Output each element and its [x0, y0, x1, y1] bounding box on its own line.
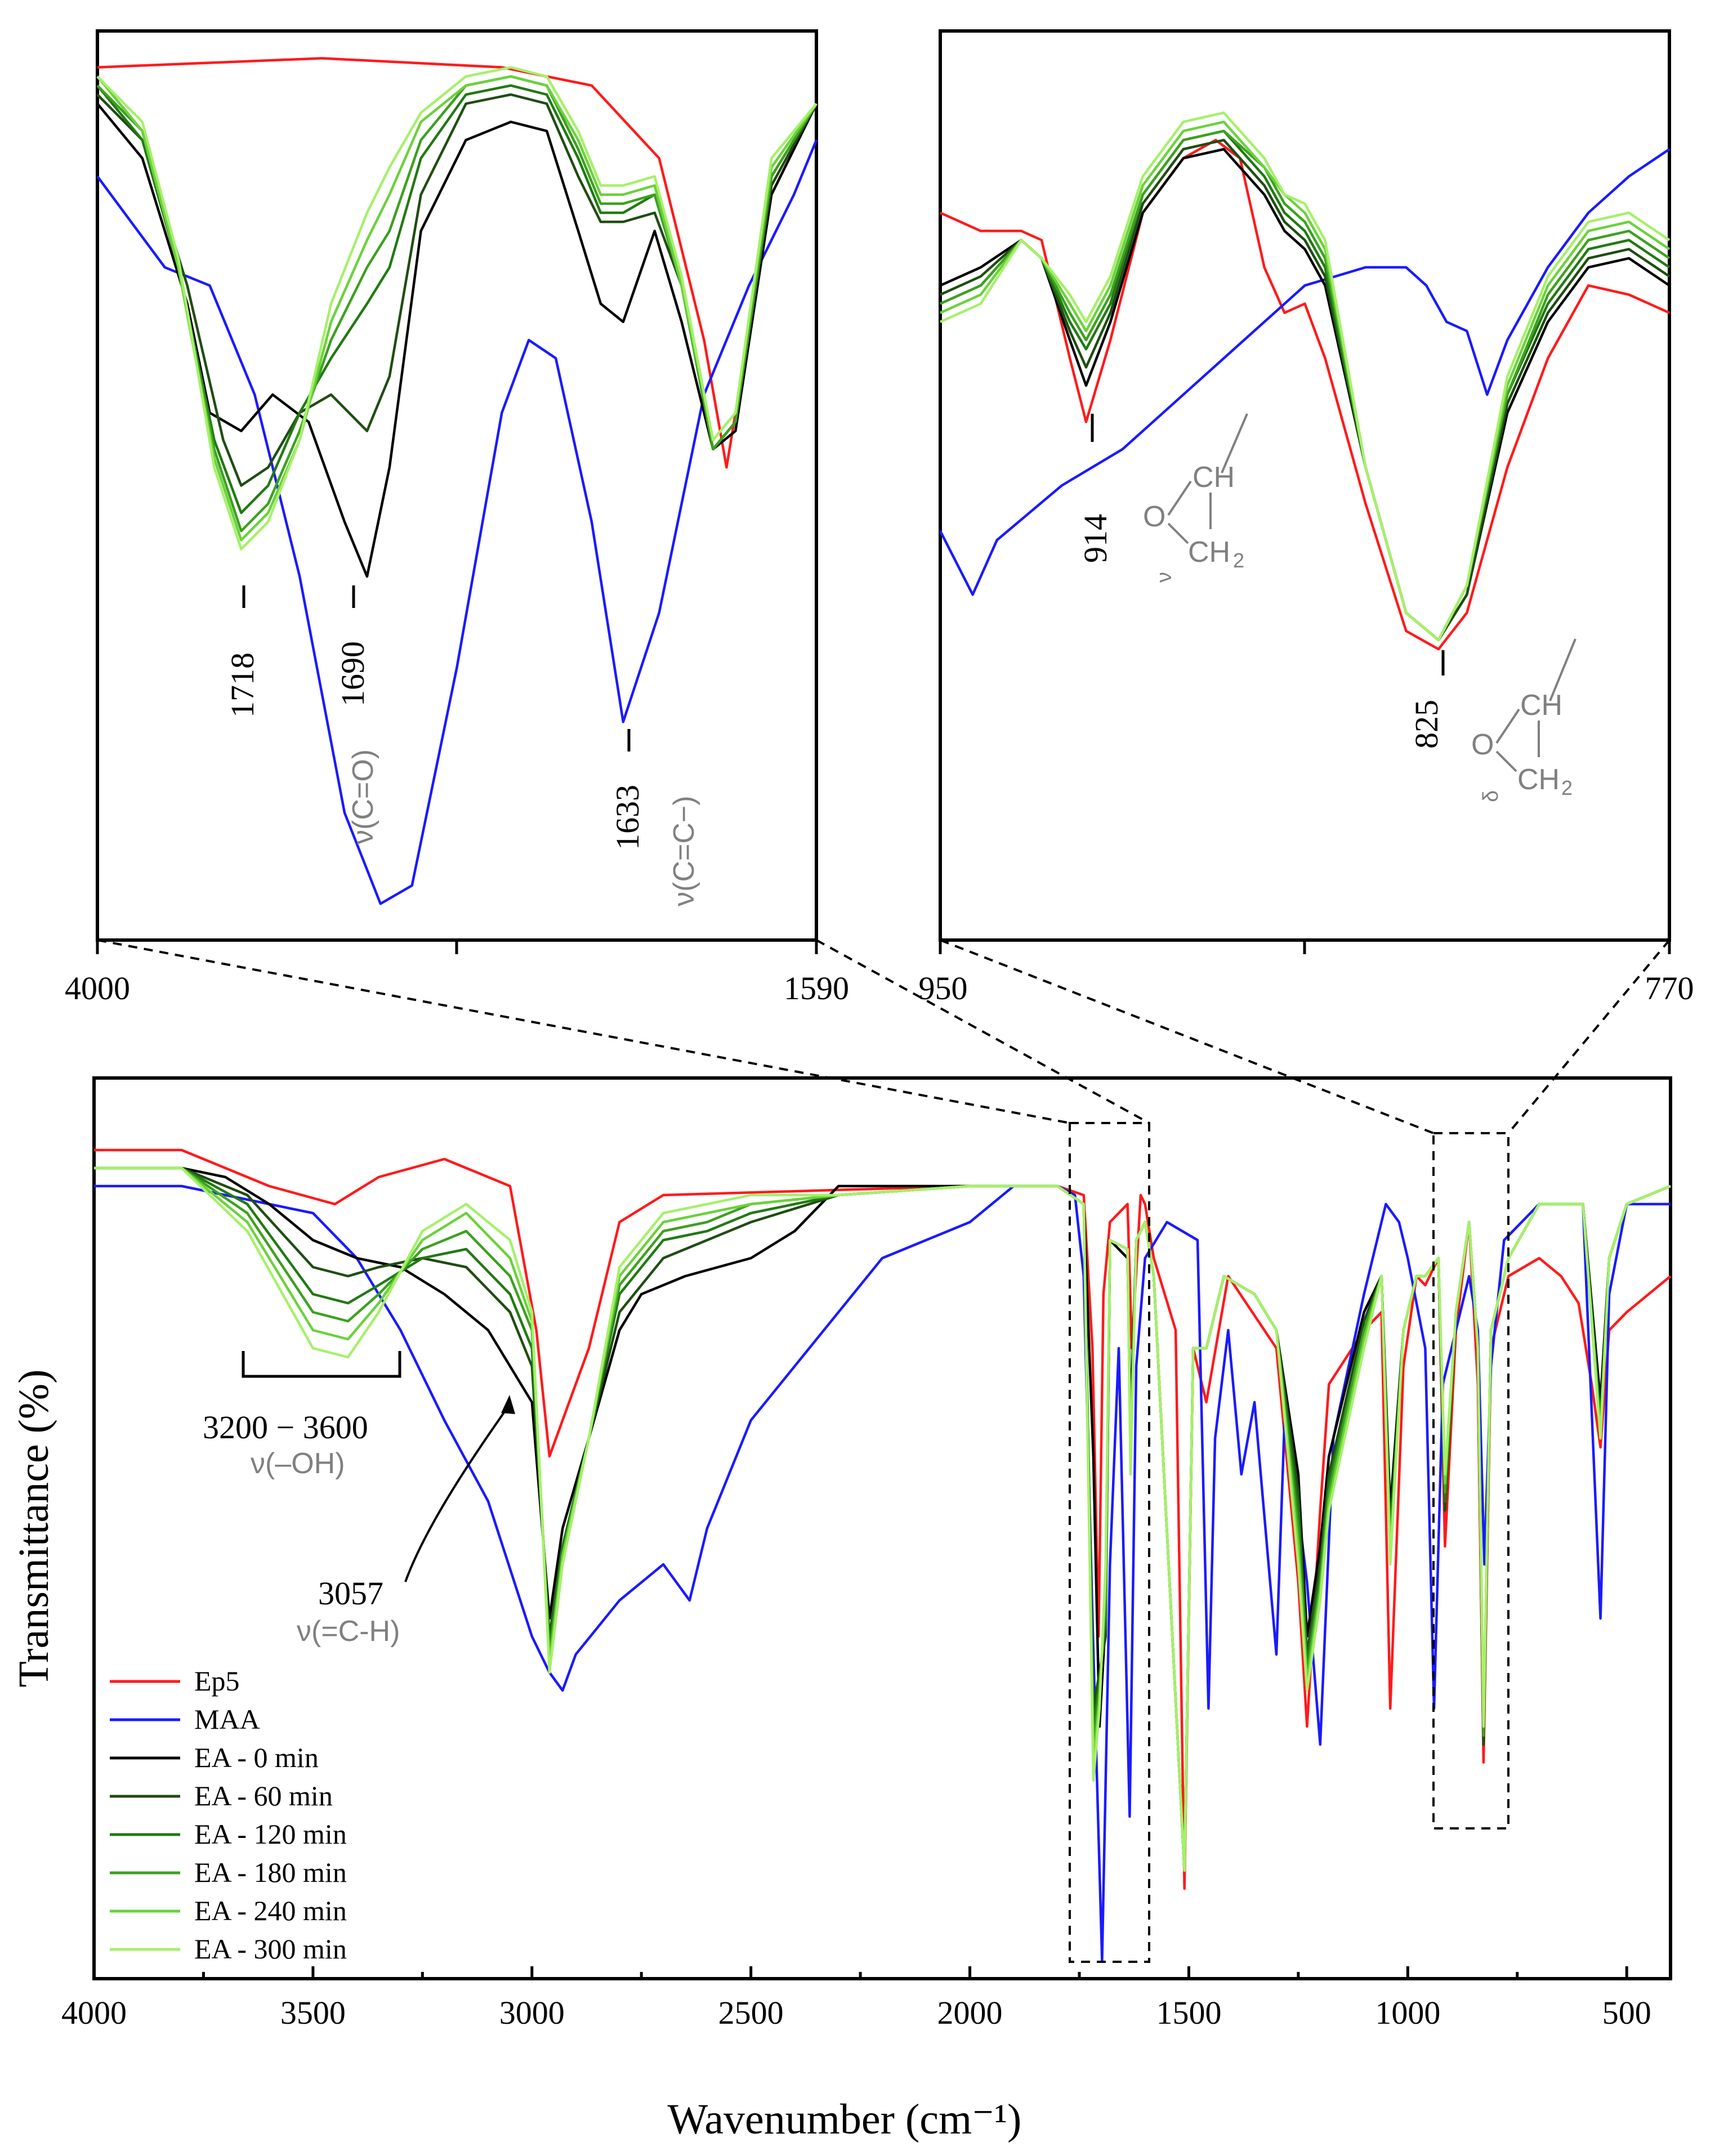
- zoom-connector: [940, 939, 1434, 1134]
- inset-left-series-ea-0-min: [96, 102, 818, 578]
- main-x-axis: 4000 3500 3000 2500 2000 1500 1000 500: [61, 1966, 1651, 2031]
- peak-3057-arrowhead: [501, 1395, 515, 1414]
- main-x-tick-label: 2500: [718, 1994, 784, 2031]
- peak-label-1633: 1633: [609, 785, 646, 850]
- inset-right-xtick-label: 950: [919, 970, 968, 1007]
- struct-bonds: [1495, 638, 1576, 772]
- inset-left-frame: [96, 29, 818, 942]
- inset-right: 950 770 914 825 O CH CH 2 ν O CH CH 2 δ: [919, 29, 1694, 1007]
- legend-label: EA - 60 min: [194, 1780, 333, 1811]
- zoom-box-carbonyl: [1069, 1122, 1150, 1963]
- struct-ch2: CH: [1517, 763, 1560, 796]
- peak-3057-arrow: [404, 1403, 511, 1582]
- inset-left-xtick-label: 1590: [784, 970, 849, 1007]
- struct-ch: CH: [1193, 461, 1235, 494]
- inset-right-series-ea-0-min: [940, 147, 1671, 642]
- inset-right-plot: [939, 111, 1671, 651]
- struct-sub: 2: [1561, 776, 1573, 799]
- zoom-connector: [816, 939, 1150, 1124]
- peak-label-1718: 1718: [224, 652, 261, 718]
- inset-right-series-ea-60-min: [940, 138, 1671, 642]
- struct-bonds: [1167, 413, 1248, 544]
- struct-o: O: [1471, 728, 1494, 761]
- legend-label: EA - 180 min: [194, 1857, 347, 1888]
- note-nu-epoxide: ν: [1153, 572, 1176, 583]
- epoxide-structure-lower: O CH CH 2 δ: [1471, 638, 1576, 802]
- main-series-ea-300-min: [94, 1166, 1671, 1872]
- inset-left-series-ea-180-min: [96, 75, 818, 533]
- inset-left: 4000 1590 1718 1690 1633 ν(C=O) ν(C=C−): [65, 29, 849, 1007]
- main-x-tick-label: 1000: [1375, 1994, 1440, 2031]
- struct-sub: 2: [1233, 549, 1244, 572]
- inset-right-series-ep5: [940, 138, 1670, 651]
- main-x-tick-label: 500: [1602, 1994, 1651, 2031]
- note-c-c: ν(C=C−): [668, 796, 700, 906]
- main-x-tick-label: 3000: [499, 1994, 565, 2031]
- struct-ch2: CH: [1188, 536, 1230, 569]
- oh-range-label: 3200 − 3600: [203, 1409, 368, 1446]
- y-axis-title: Transmittance (%): [10, 1370, 57, 1688]
- peak-label-825: 825: [1408, 700, 1445, 749]
- inset-left-series-ea-240-min: [96, 75, 818, 542]
- peak-label-914: 914: [1077, 514, 1114, 563]
- legend-label: EA - 120 min: [194, 1818, 347, 1850]
- inset-right-series-ea-240-min: [940, 120, 1671, 642]
- legend-label: EA - 240 min: [194, 1895, 347, 1926]
- zoom-connector: [97, 939, 1070, 1124]
- main-frame: [92, 1076, 1672, 1980]
- epoxide-structure-upper: O CH CH 2 ν: [1143, 413, 1248, 583]
- zoom-connector: [1507, 939, 1671, 1134]
- main-x-tick-label: 3500: [280, 1994, 346, 2031]
- inset-right-xtick-label: 770: [1645, 970, 1694, 1007]
- inset-left-series-maa: [96, 139, 818, 905]
- inset-right-series-ea-180-min: [940, 129, 1671, 642]
- main-x-tick-label: 2000: [937, 1994, 1003, 2031]
- legend-label: EA - 300 min: [194, 1933, 347, 1965]
- inset-right-frame: [939, 29, 1671, 942]
- inset-right-series-ea-300-min: [940, 111, 1671, 642]
- main-x-tick-label: 4000: [61, 1994, 127, 2031]
- main-series-maa: [94, 1184, 1671, 1962]
- inset-right-series-ea-120-min: [940, 129, 1671, 642]
- oh-note: ν(–OH): [251, 1447, 345, 1480]
- struct-ch: CH: [1520, 689, 1562, 722]
- inset-left-series-ea-300-min: [96, 66, 818, 551]
- inset-left-xtick-label: 4000: [65, 970, 130, 1007]
- peak-label-1690: 1690: [334, 641, 371, 706]
- note-delta-epoxide: δ: [1479, 790, 1503, 802]
- struct-o: O: [1143, 500, 1165, 533]
- legend-label: EA - 0 min: [194, 1742, 319, 1773]
- x-axis-title: Wavenumber (cm⁻¹): [668, 2096, 1022, 2143]
- oh-band-bracket: [242, 1351, 401, 1378]
- legend-label: Ep5: [194, 1665, 240, 1697]
- main-x-tick-label: 1500: [1156, 1994, 1221, 2031]
- inset-left-series-ea-120-min: [96, 84, 818, 515]
- legend: Ep5 MAA EA - 0 min EA - 60 min EA - 120 min E…: [110, 1665, 347, 1965]
- main-chart: 4000 3500 3000 2500 2000 1500 1000 500 3200 − 3…: [10, 939, 1672, 2143]
- peak-3057-note: ν(=C-H): [297, 1615, 400, 1648]
- zoom-box-epoxide: [1432, 1132, 1509, 1830]
- peak-label-3057: 3057: [318, 1575, 383, 1612]
- main-series-ep5: [94, 1148, 1672, 1890]
- legend-label: MAA: [194, 1703, 260, 1735]
- inset-right-series-maa: [939, 148, 1671, 596]
- note-c-o: ν(C=O): [347, 749, 379, 844]
- inset-left-plot: [96, 57, 818, 905]
